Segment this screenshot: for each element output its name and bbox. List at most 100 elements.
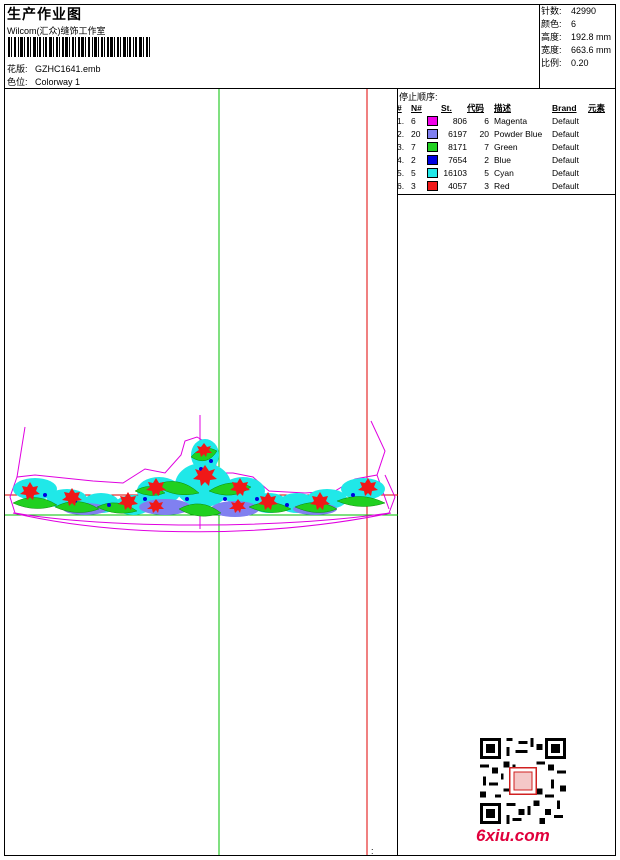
row-code: 20 (479, 128, 489, 139)
row-code: 3 (484, 180, 489, 191)
row-element (588, 179, 605, 192)
row-index: 5. (397, 167, 405, 178)
stats-divider (539, 4, 540, 89)
row-brand: Default (552, 128, 579, 139)
page-title: 生产作业图 (7, 6, 82, 22)
row-description: Green (494, 141, 518, 152)
row-stitches: 16103 (443, 167, 467, 178)
row-description: Blue (494, 154, 512, 165)
row-code: 6 (484, 115, 489, 126)
width-row: 宽度: 663.6 mm (541, 44, 615, 57)
footer-colon: : (371, 846, 374, 856)
row-needle: 2 (411, 154, 416, 165)
row-needle: 3 (411, 180, 416, 191)
page-frame (4, 4, 616, 856)
stop-sequence-body: 1. 6 806 6 Magenta Default 2. 20 6197 20 Powder Bl… (397, 114, 605, 192)
row-element (588, 127, 605, 140)
site-logo: 6xiu.com (476, 826, 550, 845)
row-code: 5 (484, 167, 489, 178)
colorway-label: 色位: (7, 77, 28, 87)
row-needle: 20 (411, 128, 421, 139)
row-stitches: 8171 (448, 141, 467, 152)
embroidery-design-preview (5, 89, 398, 855)
col-swatch (427, 101, 441, 114)
color-count-row: 颜色: 6 (541, 18, 615, 31)
color-swatch (427, 127, 441, 140)
design-file-value: GZHC1641.emb (35, 64, 101, 74)
panel-divider (397, 88, 398, 856)
row-description: Cyan (494, 167, 514, 178)
col-needle: N# (411, 102, 422, 113)
color-swatch-box (427, 180, 438, 191)
stitch-count-row: 针数: 42990 (541, 5, 615, 18)
scale-row: 比例: 0.20 (541, 57, 615, 70)
design-fill-red (20, 443, 378, 513)
col-element: 元素 (588, 102, 606, 113)
row-code: 2 (484, 154, 489, 165)
design-fill-green (12, 447, 386, 517)
row-index: 2. (397, 128, 405, 139)
col-code: 代码 (467, 102, 485, 113)
row-description: Powder Blue (494, 128, 543, 139)
row-element (588, 166, 605, 179)
table-row: 5. 5 16103 5 Cyan Default (397, 166, 605, 179)
width-value: 663.6 mm (571, 45, 612, 55)
row-brand: Default (552, 167, 579, 178)
col-stitches: St. (441, 102, 452, 113)
color-swatch-box (427, 167, 438, 178)
barcode (8, 37, 150, 57)
row-description: Red (494, 180, 510, 191)
table-row: 4. 2 7654 2 Blue Default (397, 153, 605, 166)
color-swatch (427, 140, 441, 153)
row-element (588, 140, 605, 153)
scale-label: 比例: (541, 58, 562, 68)
color-swatch (427, 179, 441, 192)
stitch-count-value: 42990 (571, 6, 597, 16)
height-row: 高度: 192.8 mm (541, 31, 615, 44)
row-brand: Default (552, 154, 579, 165)
row-brand: Default (552, 141, 579, 152)
scale-value: 0.20 (571, 58, 589, 68)
stitch-count-label: 针数: (541, 6, 562, 16)
row-code: 7 (484, 141, 489, 152)
row-index: 4. (397, 154, 405, 165)
colorway-row: 色位: Colorway 1 (7, 75, 80, 88)
table-row: 3. 7 8171 7 Green Default (397, 140, 605, 153)
row-description: Magenta (494, 115, 528, 126)
color-count-label: 颜色: (541, 19, 562, 29)
width-label: 宽度: (541, 45, 562, 55)
color-swatch-box (427, 128, 438, 139)
table-row: 2. 20 6197 20 Powder Blue Default (397, 127, 605, 140)
row-needle: 7 (411, 141, 416, 152)
qr-code (480, 738, 566, 824)
col-description: 描述 (494, 102, 512, 113)
height-label: 高度: (541, 32, 562, 42)
row-element (588, 114, 605, 127)
row-stitches: 6197 (448, 128, 467, 139)
design-file-row: 花版: GZHC1641.emb (7, 62, 101, 75)
table-header-row: # N# St. 代码 描述 Brand 元素 (397, 101, 605, 114)
table-divider (397, 194, 616, 195)
row-stitches: 7654 (448, 154, 467, 165)
row-index: 1. (397, 115, 405, 126)
row-element (588, 153, 605, 166)
color-swatch (427, 166, 441, 179)
row-needle: 5 (411, 167, 416, 178)
stats-panel: 针数: 42990 颜色: 6 高度: 192.8 mm 宽度: 663.6 mm 比例… (541, 5, 615, 70)
color-swatch (427, 114, 441, 127)
color-swatch-box (427, 115, 438, 126)
color-swatch (427, 153, 441, 166)
row-needle: 6 (411, 115, 416, 126)
row-index: 6. (397, 180, 405, 191)
company-name: Wilcom(汇众)缝饰工作室 (7, 26, 106, 36)
design-file-label: 花版: (7, 64, 28, 74)
colorway-value: Colorway 1 (35, 77, 81, 87)
stop-sequence-table: # N# St. 代码 描述 Brand 元素 1. 6 806 6 Magenta De… (397, 101, 605, 192)
height-value: 192.8 mm (571, 32, 612, 42)
row-stitches: 4057 (448, 180, 467, 191)
col-index: # (397, 102, 402, 113)
table-row: 1. 6 806 6 Magenta Default (397, 114, 605, 127)
col-brand: Brand (552, 102, 577, 113)
color-swatch-box (427, 154, 438, 165)
color-swatch-box (427, 141, 438, 152)
